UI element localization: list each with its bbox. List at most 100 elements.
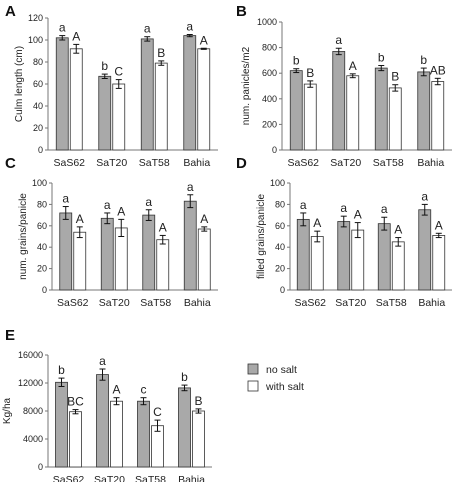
y-tick-label: 0	[280, 285, 285, 295]
category-label: SaT58	[140, 297, 171, 309]
bar-with-salt-sas62	[69, 411, 82, 468]
y-axis-label: Culm length (cm)	[14, 46, 25, 122]
bar-no-salt-sat58	[374, 67, 388, 151]
y-tick-label: 0	[38, 145, 43, 155]
category-label: SaT20	[330, 157, 361, 169]
significance-label: a	[340, 201, 347, 215]
bar-no-salt-bahia	[417, 71, 431, 151]
significance-label: b	[58, 363, 65, 377]
significance-label: A	[200, 33, 208, 47]
y-tick-label: 0	[272, 145, 277, 155]
bar-no-salt-bahia	[178, 387, 191, 468]
significance-label: B	[157, 46, 165, 60]
bar-with-salt-sas62	[73, 231, 87, 291]
significance-label: A	[435, 218, 443, 232]
significance-label: A	[117, 204, 125, 218]
bar-no-salt-sat20	[100, 217, 114, 291]
bar-no-salt-bahia	[183, 35, 197, 151]
bar-with-salt-sat58	[391, 241, 405, 291]
bar-no-salt-sat58	[377, 223, 391, 291]
legend-label-no-salt: no salt	[266, 364, 297, 376]
y-tick-label: 20	[33, 123, 43, 133]
significance-label: a	[104, 198, 111, 212]
legend-swatch-with-salt	[247, 380, 259, 392]
significance-label: a	[187, 180, 194, 194]
y-tick-label: 40	[275, 242, 285, 252]
bar-with-salt-sat58	[388, 87, 402, 151]
significance-label: a	[335, 33, 342, 47]
bar-no-salt-sas62	[55, 37, 69, 151]
y-tick-label: 400	[262, 94, 277, 104]
y-tick-label: 80	[33, 57, 43, 67]
bar-with-salt-bahia	[432, 235, 446, 291]
bar-with-salt-sat20	[346, 75, 360, 151]
y-tick-label: 1000	[257, 17, 277, 27]
significance-label: A	[72, 29, 80, 43]
category-label: SaT20	[96, 157, 127, 169]
significance-label: A	[313, 216, 321, 230]
bar-with-salt-bahia	[192, 410, 205, 468]
significance-label: b	[378, 51, 385, 65]
significance-label: A	[159, 220, 167, 234]
y-axis-label: filled grains/panicle	[256, 194, 267, 279]
y-tick-label: 80	[275, 199, 285, 209]
significance-label: B	[391, 70, 399, 84]
y-tick-label: 600	[262, 68, 277, 78]
significance-label: a	[59, 21, 66, 35]
significance-label: C	[153, 405, 162, 419]
y-tick-label: 20	[37, 264, 47, 274]
panel-letter: A	[5, 3, 16, 20]
y-axis-label: num. grains/panicle	[18, 193, 29, 280]
y-tick-label: 0	[38, 462, 43, 472]
y-tick-label: 100	[28, 35, 43, 45]
y-tick-label: 200	[262, 119, 277, 129]
bar-with-salt-sas62	[69, 48, 83, 151]
significance-label: a	[186, 20, 193, 34]
bar-no-salt-sat20	[337, 221, 351, 291]
significance-label: A	[76, 212, 84, 226]
y-tick-label: 100	[32, 178, 47, 188]
bar-with-salt-sat58	[156, 239, 170, 291]
category-label: SaT58	[376, 297, 407, 309]
significance-label: a	[421, 189, 428, 203]
y-tick-label: 100	[270, 178, 285, 188]
significance-label: A	[349, 59, 357, 73]
bar-no-salt-sat58	[137, 400, 150, 468]
significance-label: B	[306, 66, 314, 80]
y-axis-label: num. panicles/m2	[241, 46, 252, 125]
significance-label: AB	[430, 63, 446, 77]
bar-no-salt-sat58	[140, 38, 154, 151]
y-tick-label: 120	[28, 13, 43, 23]
significance-label: b	[420, 53, 427, 67]
significance-label: c	[141, 383, 147, 397]
y-tick-label: 20	[275, 264, 285, 274]
bar-no-salt-sat20	[332, 51, 346, 151]
category-label: SaT58	[139, 157, 170, 169]
y-tick-label: 16000	[18, 350, 43, 360]
significance-label: A	[354, 208, 362, 222]
significance-label: a	[145, 195, 152, 209]
significance-label: A	[200, 212, 208, 226]
bar-with-salt-bahia	[197, 228, 211, 291]
significance-label: a	[62, 192, 69, 206]
significance-label: b	[101, 59, 108, 73]
y-tick-label: 8000	[23, 406, 43, 416]
category-label: Bahia	[178, 474, 205, 482]
panel-letter: D	[236, 155, 247, 172]
category-label: Bahia	[183, 157, 210, 169]
y-tick-label: 60	[33, 79, 43, 89]
significance-label: a	[144, 22, 151, 36]
significance-label: C	[114, 65, 123, 79]
bar-no-salt-sat20	[96, 374, 109, 468]
bar-with-salt-sat20	[351, 229, 365, 291]
bar-with-salt-sat20	[110, 400, 123, 468]
bar-no-salt-sat20	[98, 75, 112, 151]
y-tick-label: 0	[42, 285, 47, 295]
category-label: Bahia	[418, 297, 445, 309]
bar-no-salt-sas62	[59, 212, 73, 291]
bar-no-salt-sat58	[142, 214, 156, 291]
